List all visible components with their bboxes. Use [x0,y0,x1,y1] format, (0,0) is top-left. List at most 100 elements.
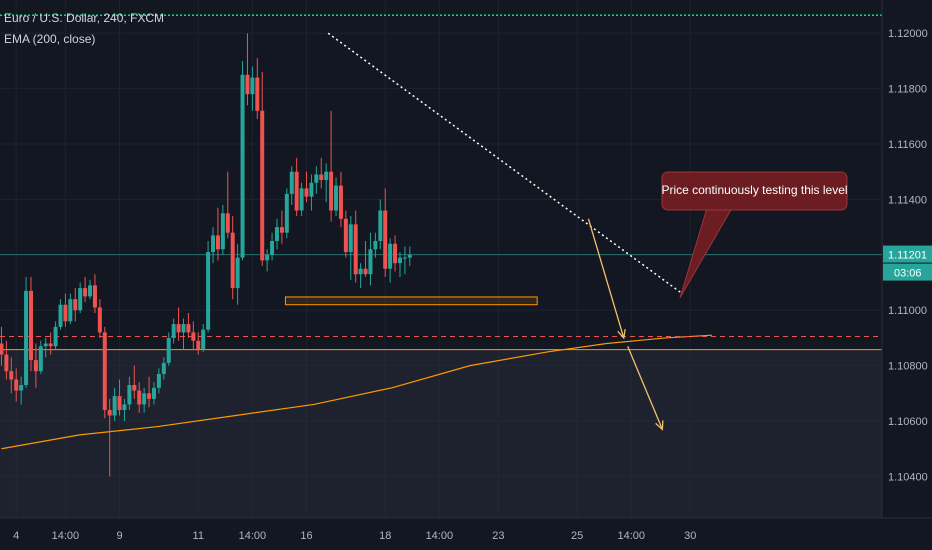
candle-body [245,74,250,95]
candle-body [107,409,112,416]
candle-body [78,288,83,311]
candle-body [58,304,63,327]
candle-body [255,77,260,111]
price-tick-label: 1.10800 [888,361,928,373]
candle-body [353,224,358,275]
candle-body [211,235,216,253]
candle-body [28,290,33,361]
candle-body [270,240,275,255]
candle-body [181,324,186,333]
candle-body [24,290,29,386]
time-tick-label: 11 [193,530,204,542]
time-tick-label: 9 [116,530,122,542]
candle-body [279,227,284,233]
candle-body [284,193,289,233]
candlestick-series [0,33,412,477]
candle-body [191,332,196,341]
candle-body [83,288,88,297]
candle-body [407,254,412,258]
time-tick-label: 14:00 [52,530,80,542]
last-price-value: 1.11201 [888,250,927,262]
candle-body [324,171,329,181]
price-tick-label: 1.11000 [888,305,927,317]
candle-body [402,257,407,259]
candle-body [299,188,304,211]
candle-body [53,326,58,347]
candle-body [122,404,127,410]
candle-body [33,360,38,372]
candle-body [92,285,97,308]
candle-body [0,343,4,355]
candle-body [294,171,299,211]
callout-box [661,171,848,211]
symbol-title[interactable]: Euro / U.S. Dollar, 240, FXCM [4,11,165,25]
time-tick-label: 16 [300,530,312,542]
time-tick-label: 14:00 [617,530,645,542]
last-price-tag [883,245,932,263]
time-axis-bg [0,518,932,550]
candle-body [343,218,348,253]
candle-body [240,74,245,258]
candle-body [358,268,363,275]
ema-line [1,334,713,450]
candle-body [38,346,43,372]
candle-body [334,185,339,211]
candle-body [112,396,117,416]
candle-body [274,227,279,241]
price-tick-label: 1.11800 [888,84,927,96]
arrow-head [617,328,626,340]
price-tick-label: 1.10600 [888,416,928,428]
candle-body [9,371,14,380]
candle-body [265,254,270,261]
candle-body [19,385,24,391]
time-tick-label: 14:00 [426,530,454,542]
indicator-label[interactable]: EMA (200, close) [4,32,96,46]
candle-body [171,324,176,338]
candle-body [132,385,137,391]
candle-body [161,362,166,374]
callout-annotation[interactable]: Price continuously testing this level [661,171,848,299]
candle-body [73,299,78,311]
price-tick-label: 1.11600 [888,139,927,151]
time-tick-label: 23 [492,530,504,542]
candle-body [102,332,107,410]
candle-body [309,182,314,197]
callout-text: Price continuously testing this level [661,183,847,197]
candle-body [363,268,368,275]
candle-body [97,307,102,333]
countdown-value: 03:06 [894,268,922,280]
candle-body [314,174,319,183]
candle-body [373,240,378,250]
candle-body [378,210,383,241]
candle-body [235,257,240,289]
price-tick-label: 1.12000 [888,28,928,40]
candle-body [43,343,48,347]
candle-body [260,110,265,261]
time-tick-label: 4 [13,530,19,542]
candle-body [393,243,398,264]
time-axis[interactable]: 4 14:00 9 11 14:00 16 18 14:00 23 25 14:00 30 [0,517,932,550]
candle-body [14,379,19,391]
candle-body [196,340,201,350]
candle-body [250,77,255,95]
candle-body [156,373,161,388]
horizontal-levels [0,14,882,351]
candle-body [230,232,235,289]
time-tick-label: 25 [571,530,583,542]
candle-body [383,210,388,269]
candle-body [225,213,230,233]
arrow-line [627,346,663,430]
candle-body [127,385,132,405]
price-tick-label: 1.11400 [888,194,927,206]
candle-body [289,171,294,194]
candle-body [206,252,211,330]
price-tick-label: 1.10400 [888,471,928,483]
candle-body [88,285,93,297]
countdown-tag [883,263,932,281]
candle-body [4,354,9,372]
candle-body [186,324,191,333]
candle-body [151,387,156,399]
ema-path [1,334,713,450]
trend-line [327,32,683,295]
